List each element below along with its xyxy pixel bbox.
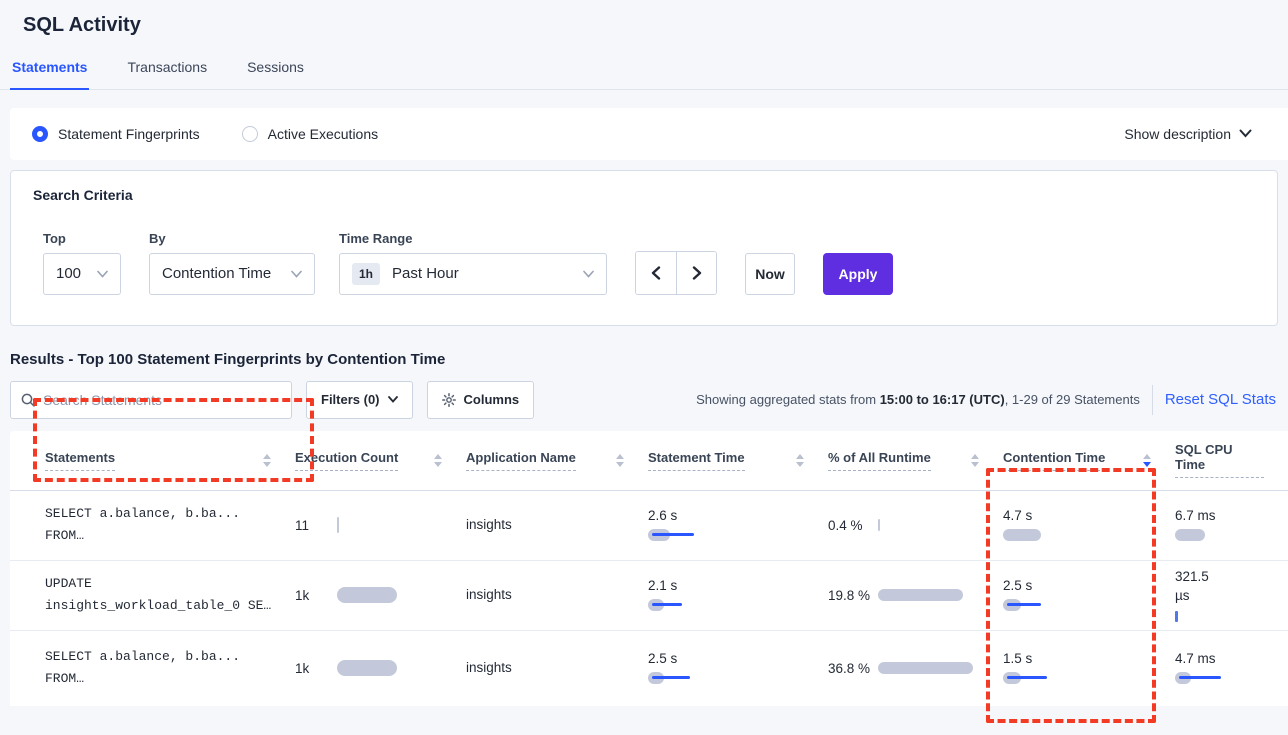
radio-active-executions[interactable]: Active Executions [241,125,379,142]
tab-sessions[interactable]: Sessions [247,59,304,75]
column-header-execution-count[interactable]: Execution Count [295,450,399,471]
tab-bar: Statements Transactions Sessions [0,59,1288,90]
chevron-down-icon [1239,129,1252,138]
by-label: By [149,230,166,246]
time-range-label: Time Range [339,230,413,246]
column-header-application-name[interactable]: Application Name [466,450,576,471]
statement-fingerprint-link[interactable]: SELECT a.balance, b.ba... FROM… [45,649,241,686]
radio-label: Statement Fingerprints [58,125,200,142]
apply-button[interactable]: Apply [823,252,893,295]
by-select[interactable]: Contention Time [149,252,315,295]
sort-icon[interactable] [434,453,442,467]
execution-count-cell: 1k [295,587,466,603]
table-header-row: Statements Execution Count Application N… [10,431,1288,491]
application-name-cell: insights [466,587,512,602]
show-description-toggle[interactable]: Show description [1124,126,1252,142]
sql-cpu-time-cell: 321.5 µs [1175,567,1288,624]
search-criteria-card: Search Criteria Top 100 By Contention Ti… [10,169,1278,482]
sort-icon-active-desc[interactable] [1143,453,1151,467]
sql-cpu-time-cell: 6.7 ms [1175,508,1288,543]
aggregated-stats-status: Showing aggregated stats from 15:00 to 1… [696,392,1140,407]
view-toggle-card: Statement Fingerprints Active Executions… [10,107,1288,160]
statements-table: Statements Execution Count Application N… [10,430,1288,706]
sort-icon[interactable] [616,453,624,467]
radio-unselected-icon[interactable] [241,125,258,142]
sql-cpu-time-cell: 4.7 ms [1175,651,1288,686]
statement-fingerprint-link[interactable]: SELECT a.balance, b.ba... FROM… [45,506,241,543]
columns-label: Columns [463,392,520,407]
reset-sql-stats-link[interactable]: Reset SQL Stats [1164,391,1276,408]
time-range-value: Past Hour [392,265,459,282]
columns-button[interactable]: Columns [426,380,535,419]
column-header-pct-runtime[interactable]: % of All Runtime [828,450,931,471]
chevron-down-icon [583,270,594,278]
column-header-statement-time[interactable]: Statement Time [648,450,745,471]
search-statements-box[interactable] [10,380,292,419]
sort-icon[interactable] [796,453,804,467]
statement-time-cell: 2.5 s [648,651,828,686]
chevron-down-icon [291,270,302,278]
radio-selected-icon[interactable] [32,125,48,142]
chevron-down-icon [97,270,108,278]
top-select[interactable]: 100 [43,252,121,295]
statement-fingerprint-link[interactable]: UPDATE insights_workload_table_0 SE… [45,576,272,613]
next-time-range-button[interactable] [676,251,716,294]
show-description-label: Show description [1124,125,1231,142]
time-range-pager [635,250,717,295]
top-select-value: 100 [56,265,82,282]
table-row[interactable]: SELECT a.balance, b.ba... FROM… 11 insigh… [10,491,1288,561]
pct-runtime-cell: 36.8 % [828,659,1003,678]
filters-button[interactable]: Filters (0) [306,380,413,419]
column-header-contention-time[interactable]: Contention Time [1003,450,1106,471]
statement-time-cell: 2.1 s [648,578,828,613]
column-header-sql-cpu-time[interactable]: SQL CPU Time [1175,442,1264,478]
page-title: SQL Activity [23,14,141,36]
radio-label: Active Executions [267,125,379,142]
time-range-badge: 1h [352,262,381,285]
radio-statement-fingerprints[interactable]: Statement Fingerprints [32,125,200,142]
time-range-select[interactable]: 1h Past Hour [339,252,607,295]
results-toolbar: Filters (0) Columns Showing aggregated s… [10,380,1278,419]
results-heading: Results - Top 100 Statement Fingerprints… [10,350,446,368]
contention-time-cell: 2.5 s [1003,578,1175,613]
top-label: Top [43,230,66,246]
gear-icon [441,392,456,407]
table-row[interactable]: UPDATE insights_workload_table_0 SE… 1k i… [10,561,1288,631]
by-select-value: Contention Time [162,265,272,282]
statement-time-cell: 2.6 s [648,508,828,543]
execution-count-cell: 11 [295,517,466,533]
contention-time-cell: 4.7 s [1003,508,1175,543]
application-name-cell: insights [466,660,512,675]
pct-runtime-cell: 0.4 % [828,516,1003,535]
execution-count-cell: 1k [295,660,466,676]
table-row[interactable]: SELECT a.balance, b.ba... FROM… 1k insigh… [10,631,1288,706]
filters-label: Filters (0) [321,392,380,407]
application-name-cell: insights [466,517,512,532]
search-criteria-heading: Search Criteria [33,186,133,203]
chevron-down-icon [387,396,398,403]
tab-statements[interactable]: Statements [10,59,90,90]
search-statements-input[interactable] [43,391,281,408]
divider [1151,384,1153,415]
pct-runtime-cell: 19.8 % [828,586,1003,605]
now-button[interactable]: Now [745,252,795,295]
search-icon [21,393,35,407]
sort-icon[interactable] [971,453,979,467]
contention-time-cell: 1.5 s [1003,651,1175,686]
column-header-statements[interactable]: Statements [45,450,116,471]
sort-icon[interactable] [263,453,271,467]
previous-time-range-button[interactable] [636,251,676,294]
tab-transactions[interactable]: Transactions [127,59,208,75]
